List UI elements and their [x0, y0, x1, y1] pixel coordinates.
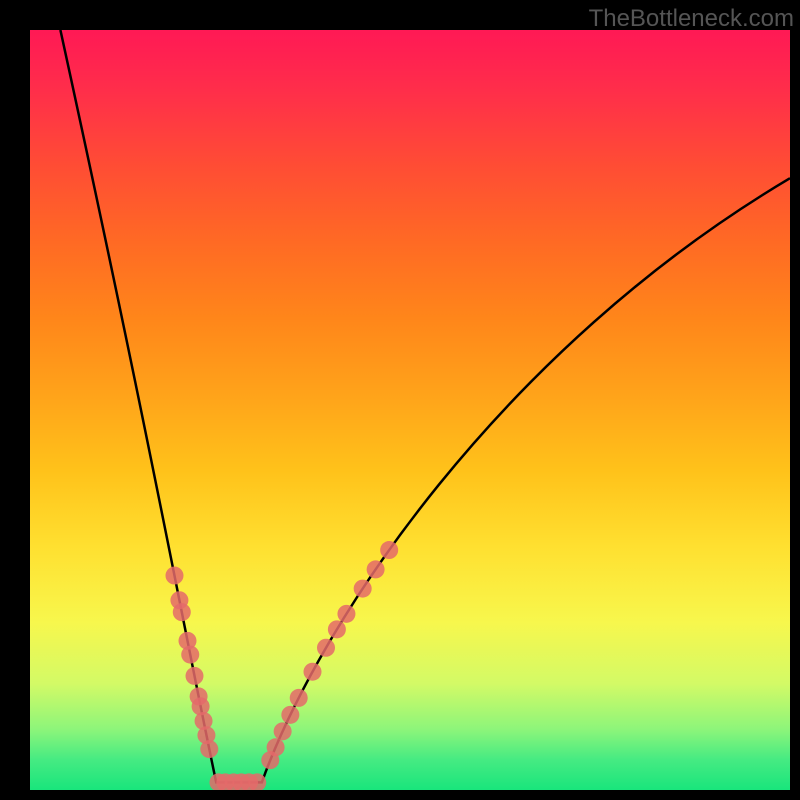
plot-area [30, 30, 790, 790]
data-point [304, 663, 322, 681]
data-point [367, 560, 385, 578]
data-point [328, 620, 346, 638]
data-point [267, 738, 285, 756]
data-point [165, 567, 183, 585]
gradient-background [30, 30, 790, 790]
data-point [337, 605, 355, 623]
data-point [317, 639, 335, 657]
data-point [181, 646, 199, 664]
data-point [274, 722, 292, 740]
data-point [380, 541, 398, 559]
data-point [290, 689, 308, 707]
data-point [173, 603, 191, 621]
chart-container: TheBottleneck.com [0, 0, 800, 800]
watermark-text: TheBottleneck.com [589, 5, 794, 33]
data-point [281, 706, 299, 724]
data-point [185, 667, 203, 685]
chart-svg [30, 30, 790, 790]
data-point [200, 740, 218, 758]
data-point [354, 580, 372, 598]
